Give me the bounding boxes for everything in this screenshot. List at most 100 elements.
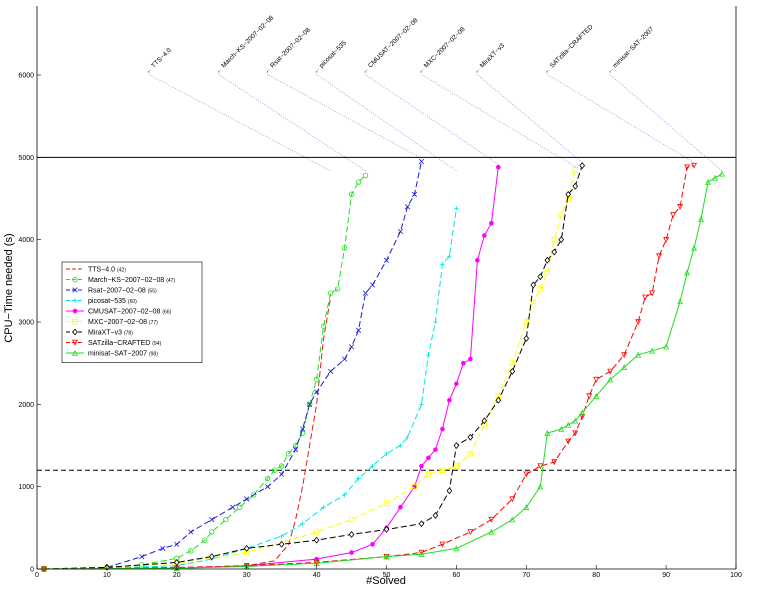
data-point	[572, 417, 579, 424]
data-point	[565, 438, 572, 445]
data-point	[453, 463, 460, 469]
data-point	[453, 545, 460, 552]
data-point	[440, 426, 445, 432]
legend-item: SATzilla−CRAFTED (94)	[66, 339, 161, 347]
data-point	[139, 554, 145, 560]
data-point	[439, 541, 446, 548]
data-point	[579, 413, 586, 420]
data-point	[348, 530, 355, 538]
y-tick-label: 2000	[18, 402, 34, 409]
legend-count: (98)	[149, 352, 158, 358]
data-point	[439, 467, 446, 473]
data-point	[607, 368, 614, 375]
series-line	[41, 164, 501, 572]
data-point	[544, 269, 550, 276]
legend-label: Rsat−2007−02−08 (55)	[88, 288, 157, 295]
data-point	[299, 430, 306, 436]
legend-label: SATzilla−CRAFTED (94)	[88, 340, 161, 347]
data-point	[398, 504, 403, 510]
data-point	[265, 484, 271, 490]
data-point	[327, 290, 334, 296]
data-point	[426, 455, 431, 461]
data-point	[551, 236, 557, 243]
x-tick-label: 50	[383, 572, 391, 579]
data-point	[426, 352, 431, 358]
label-leader	[315, 73, 457, 172]
x-tick-label: 90	[662, 572, 670, 579]
data-point	[209, 529, 215, 535]
x-tick-label: 0	[35, 572, 39, 579]
data-point	[649, 347, 656, 354]
data-point	[264, 475, 271, 482]
data-point	[404, 204, 411, 210]
x-axis-title: #Solved	[366, 575, 406, 587]
data-point	[418, 549, 425, 556]
data-point	[558, 425, 565, 432]
label-leader	[266, 73, 422, 159]
data-point	[551, 459, 558, 466]
data-point	[362, 172, 369, 179]
data-point	[411, 483, 418, 490]
data-point	[719, 170, 725, 177]
data-point	[173, 564, 180, 571]
data-point	[670, 212, 677, 219]
data-point	[397, 228, 404, 235]
data-point	[279, 533, 284, 539]
data-point	[468, 356, 473, 362]
data-point	[72, 287, 78, 293]
data-point	[579, 409, 586, 416]
y-tick-label: 6000	[18, 73, 34, 80]
data-point	[509, 367, 516, 375]
data-point	[341, 356, 348, 362]
legend-label: MXC−2007−02−08 (77)	[88, 319, 158, 326]
data-point	[383, 257, 390, 263]
data-point	[307, 401, 313, 407]
data-point	[293, 447, 299, 453]
data-point	[72, 298, 78, 303]
data-point	[544, 256, 551, 264]
data-point	[405, 434, 410, 440]
data-point	[72, 339, 78, 346]
legend-count: (47)	[166, 278, 175, 284]
x-tick-label: 40	[313, 572, 321, 579]
legend-item: picosat−535 (60)	[66, 298, 137, 305]
data-point	[244, 496, 250, 502]
x-tick-label: 30	[243, 572, 251, 579]
series-path	[43, 169, 576, 570]
data-point	[348, 516, 355, 523]
legend-count: (55)	[148, 289, 157, 295]
data-point	[698, 215, 704, 222]
data-point	[313, 536, 320, 544]
data-point	[209, 517, 215, 523]
legend-count: (42)	[117, 268, 126, 274]
data-point	[649, 290, 656, 297]
data-point	[383, 553, 390, 560]
data-point	[467, 529, 474, 536]
data-point	[558, 236, 565, 244]
series-group	[41, 158, 725, 573]
y-tick-label: 3000	[18, 320, 34, 327]
data-point	[72, 349, 78, 356]
data-point	[537, 273, 544, 281]
y-tick-label: 1000	[18, 484, 34, 491]
data-point	[537, 463, 544, 470]
data-point	[453, 442, 460, 449]
data-point	[635, 319, 642, 326]
data-point	[202, 537, 208, 543]
data-point	[348, 191, 355, 198]
legend-count: (94)	[152, 341, 161, 347]
data-point	[383, 526, 390, 533]
data-point	[279, 471, 285, 477]
legend-item: CMUSAT−2007−02−08 (66)	[66, 309, 172, 316]
data-point	[418, 550, 425, 557]
data-point	[250, 492, 257, 498]
reference-lines	[37, 156, 736, 471]
data-point	[537, 286, 543, 292]
data-point	[593, 392, 600, 399]
series-line	[41, 162, 586, 573]
x-tick-label: 100	[730, 572, 742, 579]
data-point	[314, 389, 320, 395]
data-point	[384, 451, 389, 457]
data-point	[72, 318, 78, 325]
data-point	[551, 248, 558, 256]
